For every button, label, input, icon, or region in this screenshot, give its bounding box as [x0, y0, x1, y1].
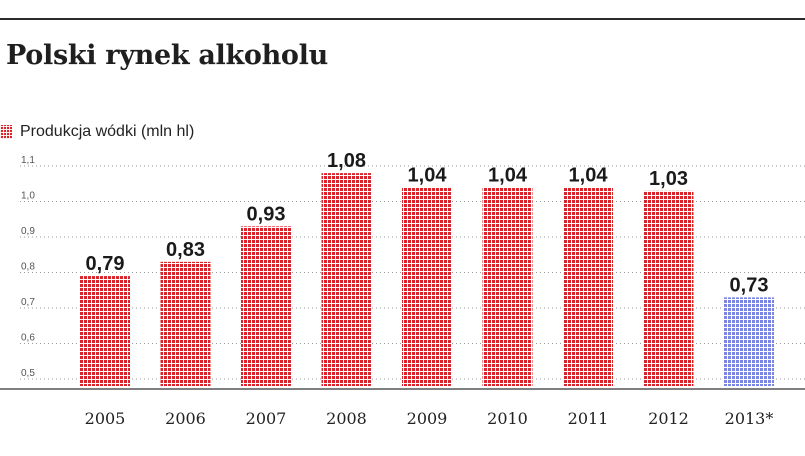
x-tick-label: 2006 [165, 409, 206, 428]
data-label: 1,04 [569, 164, 609, 186]
data-labels: 0,79 0,83 0,93 1,08 1,04 1,04 1,04 1,03 0,73 [86, 150, 769, 296]
data-label: 1,04 [488, 164, 528, 186]
x-tick-label: 2011 [568, 409, 609, 428]
data-label: 0,73 [730, 274, 769, 296]
data-label: 0,79 [86, 253, 125, 275]
bar-2011 [563, 187, 613, 386]
legend-swatch [0, 125, 12, 139]
data-label: 1,03 [649, 168, 688, 190]
bars [80, 173, 774, 386]
x-tick-label: 2009 [407, 409, 448, 428]
data-label: 0,83 [166, 239, 205, 261]
legend: Produkcja wódki (mln hl) [0, 120, 194, 144]
x-tick-label: 2012 [648, 409, 689, 428]
y-tick-label: 0,5 [21, 368, 35, 379]
y-tick-label: 1,0 [21, 191, 35, 202]
bar-2009 [402, 187, 452, 386]
bar-2010 [482, 187, 533, 386]
top-rule [0, 18, 805, 20]
y-tick-label: 0,8 [21, 262, 35, 273]
bar-2012 [643, 190, 694, 386]
bar-2007 [241, 226, 291, 386]
x-axis: 2005 2006 2007 2008 2009 2010 2011 2012 2013* [0, 388, 805, 428]
x-tick-label: 2010 [487, 409, 528, 428]
data-label: 1,08 [327, 150, 366, 172]
y-tick-label: 0,9 [21, 226, 35, 237]
y-tick-label: 0,7 [21, 297, 35, 308]
bar-2008 [321, 173, 372, 386]
data-label: 0,93 [247, 203, 286, 225]
bar-2006 [160, 261, 211, 386]
x-tick-label: 2005 [85, 409, 126, 428]
x-tick-label: 2008 [326, 409, 367, 428]
bar-2005 [80, 276, 130, 386]
chart-title: Polski rynek alkoholu [6, 40, 328, 71]
bar-2013 [724, 297, 774, 386]
data-label: 1,04 [408, 164, 448, 186]
x-tick-label: 2013* [725, 409, 774, 428]
y-tick-label: 1,1 [21, 155, 35, 166]
x-tick-label: 2007 [246, 409, 287, 428]
y-tick-label: 0,6 [21, 333, 35, 344]
legend-label: Produkcja wódki (mln hl) [20, 123, 195, 140]
